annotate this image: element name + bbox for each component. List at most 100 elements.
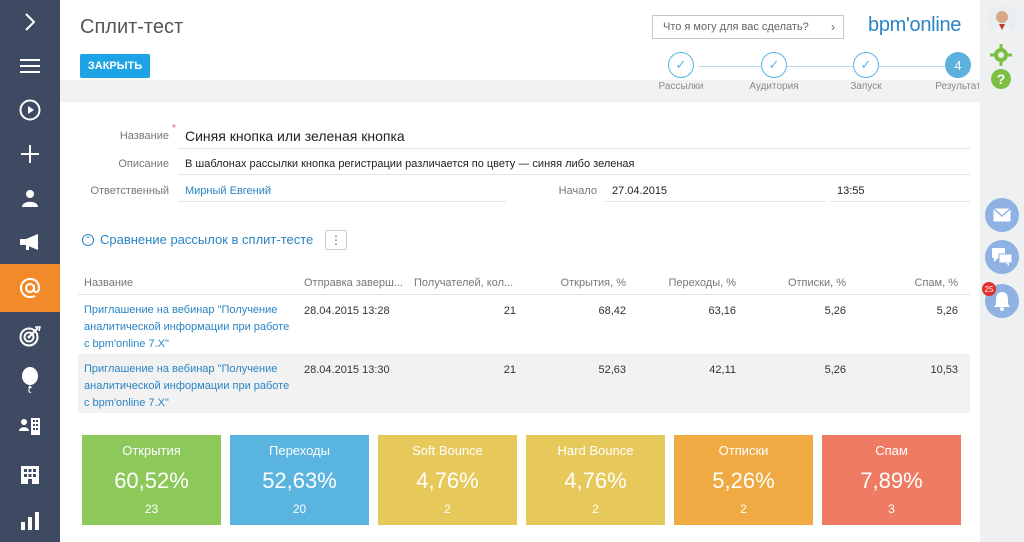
column-header[interactable]: Название xyxy=(84,277,134,289)
split-test-section-header[interactable]: ⌃ Сравнение рассылок в сплит-тесте xyxy=(82,232,313,247)
card-percent: 5,26% xyxy=(712,468,775,493)
spam-cell: 10,53 xyxy=(930,364,958,376)
name-label: Название xyxy=(119,130,169,142)
table-row[interactable]: Приглашение на вебинар "Получение аналит… xyxy=(78,354,970,413)
gear-icon[interactable] xyxy=(988,42,1014,68)
start-date-field[interactable]: 27.04.2015 xyxy=(605,185,825,202)
table-header: Название Отправка заверш... Получателей,… xyxy=(78,270,970,295)
expand-icon[interactable] xyxy=(0,0,60,44)
more-menu-button[interactable]: ⋮ xyxy=(325,230,347,250)
stat-card-clicks: Переходы 52,63% 20 xyxy=(230,435,369,525)
chevron-right-icon[interactable]: › xyxy=(831,20,835,34)
opens-cell: 68,42 xyxy=(598,305,626,317)
start-label: Начало xyxy=(558,185,597,197)
column-header[interactable]: Отправка заверш... xyxy=(304,277,403,289)
card-count: 2 xyxy=(444,502,451,516)
add-icon[interactable] xyxy=(0,132,60,176)
card-count: 2 xyxy=(740,502,747,516)
description-label: Описание xyxy=(118,158,169,170)
chart-icon[interactable] xyxy=(0,498,60,542)
stat-card-spam: Спам 7,89% 3 xyxy=(822,435,961,525)
step-label: Запуск xyxy=(850,81,882,92)
contact-icon[interactable] xyxy=(0,176,60,220)
clicks-cell: 63,16 xyxy=(708,305,736,317)
page-header: Сплит-тест ЗАКРЫТЬ Что я могу для вас сд… xyxy=(60,0,980,80)
close-button[interactable]: ЗАКРЫТЬ xyxy=(80,54,150,78)
avatar[interactable] xyxy=(988,6,1016,34)
stat-card-unsubscribes: Отписки 5,26% 2 xyxy=(674,435,813,525)
search-placeholder: Что я могу для вас сделать? xyxy=(663,21,809,33)
card-title: Переходы xyxy=(269,443,330,458)
column-header[interactable]: Отписки, % xyxy=(787,277,846,289)
table-row[interactable]: Приглашение на вебинар "Получение аналит… xyxy=(78,295,970,354)
required-marker: * xyxy=(172,123,176,134)
target-icon[interactable] xyxy=(0,314,60,358)
sent-cell: 28.04.2015 13:30 xyxy=(304,364,390,376)
step-result[interactable]: 4 Результат xyxy=(918,52,980,92)
card-title: Soft Bounce xyxy=(412,443,483,458)
right-sidebar: ? 25 xyxy=(980,0,1024,542)
main-panel: Сплит-тест ЗАКРЫТЬ Что я могу для вас сд… xyxy=(60,0,980,542)
left-navigation xyxy=(0,0,60,542)
stat-card-opens: Открытия 60,52% 23 xyxy=(82,435,221,525)
step-audience[interactable]: ✓ Аудитория xyxy=(734,52,814,92)
building-icon[interactable] xyxy=(0,452,60,496)
svg-text:?: ? xyxy=(997,71,1006,87)
card-count: 23 xyxy=(144,502,159,516)
mailing-name-link[interactable]: Приглашение на вебинар "Получение аналит… xyxy=(84,363,290,409)
card-count: 3 xyxy=(888,502,895,516)
stat-card-soft-bounce: Soft Bounce 4,76% 2 xyxy=(378,435,517,525)
step-mailings[interactable]: ✓ Рассылки xyxy=(641,52,721,92)
card-percent: 7,89% xyxy=(860,468,923,493)
email-panel-icon[interactable] xyxy=(985,198,1019,232)
header-separator xyxy=(60,80,980,102)
mailing-name-link[interactable]: Приглашение на вебинар "Получение аналит… xyxy=(84,304,290,350)
people-building-icon[interactable] xyxy=(0,404,60,448)
step-label: Результат xyxy=(935,81,980,92)
column-header[interactable]: Открытия, % xyxy=(560,277,626,289)
spam-cell: 5,26 xyxy=(936,305,958,317)
card-title: Hard Bounce xyxy=(557,443,634,458)
card-percent: 52,63% xyxy=(262,468,337,493)
bell-icon[interactable] xyxy=(985,284,1019,318)
notification-count-badge: 25 xyxy=(982,282,996,296)
menu-icon[interactable] xyxy=(0,44,60,88)
clicks-cell: 42,11 xyxy=(709,364,736,376)
start-time-field[interactable]: 13:55 xyxy=(830,185,970,202)
card-count: 20 xyxy=(292,502,307,516)
megaphone-icon[interactable] xyxy=(0,220,60,264)
search-input[interactable]: Что я могу для вас сделать? › xyxy=(652,15,844,39)
unsubscribes-cell: 5,26 xyxy=(824,364,846,376)
mailings-table: Название Отправка заверш... Получателей,… xyxy=(78,270,970,413)
check-icon: ✓ xyxy=(853,52,879,78)
chevron-up-icon[interactable]: ⌃ xyxy=(82,233,94,246)
check-icon: ✓ xyxy=(761,52,787,78)
column-header[interactable]: Получателей, кол... xyxy=(414,277,514,289)
card-title: Открытия xyxy=(122,443,181,458)
logo: bpm'online xyxy=(868,14,962,36)
email-icon[interactable] xyxy=(0,264,60,312)
help-icon[interactable]: ? xyxy=(988,66,1014,92)
description-field[interactable]: В шаблонах рассылки кнопка регистрации р… xyxy=(178,158,970,175)
name-field[interactable]: Синяя кнопка или зеленая кнопка xyxy=(178,128,970,149)
stat-card-hard-bounce: Hard Bounce 4,76% 2 xyxy=(526,435,665,525)
step-label: Рассылки xyxy=(658,81,704,92)
steps-connector xyxy=(699,66,961,67)
column-header[interactable]: Спам, % xyxy=(914,277,958,289)
balloon-icon[interactable] xyxy=(0,358,60,402)
column-header[interactable]: Переходы, % xyxy=(668,277,737,289)
progress-steps: ✓ Рассылки ✓ Аудитория ✓ Запуск 4 Резуль… xyxy=(650,52,980,96)
card-count: 2 xyxy=(592,502,599,516)
sent-cell: 28.04.2015 13:28 xyxy=(304,305,390,317)
play-icon[interactable] xyxy=(0,88,60,132)
step-launch[interactable]: ✓ Запуск xyxy=(826,52,906,92)
chat-icon[interactable] xyxy=(985,240,1019,274)
card-title: Отписки xyxy=(718,443,769,458)
section-title: Сравнение рассылок в сплит-тесте xyxy=(100,232,314,247)
recipients-cell: 21 xyxy=(503,305,516,317)
card-percent: 4,76% xyxy=(416,468,479,493)
card-title: Спам xyxy=(875,443,908,458)
page-title: Сплит-тест xyxy=(80,16,184,38)
owner-field[interactable]: Мирный Евгений xyxy=(178,185,506,202)
unsubscribes-cell: 5,26 xyxy=(824,305,846,317)
